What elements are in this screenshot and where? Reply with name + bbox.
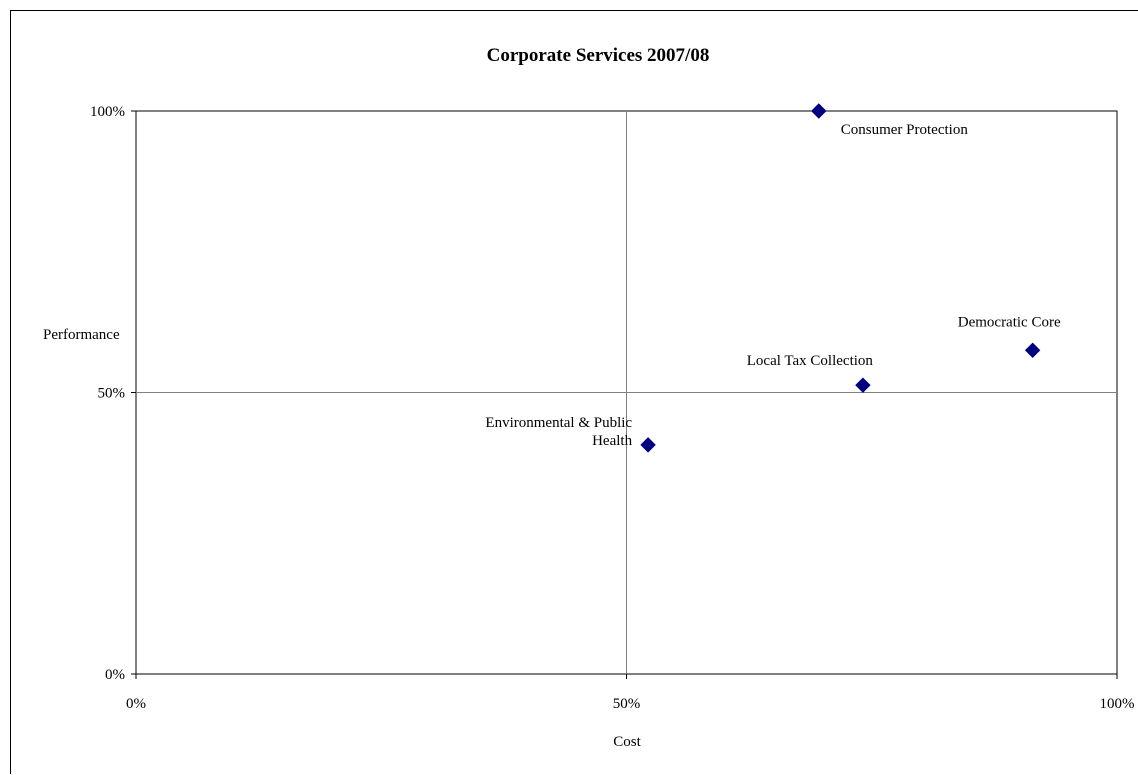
y-axis-title: Performance: [43, 327, 120, 343]
y-tick-label: 0%: [105, 667, 125, 683]
data-point-marker: [855, 377, 871, 393]
chart-title: Corporate Services 2007/08: [487, 45, 710, 66]
data-point-label: Environmental & Public Health: [485, 415, 632, 449]
data-point-marker: [640, 437, 656, 453]
x-axis-title: Cost: [613, 734, 641, 750]
data-point-label: Democratic Core: [958, 314, 1061, 330]
data-point-label: Consumer Protection: [841, 122, 969, 138]
x-tick-label: 50%: [613, 696, 641, 712]
x-tick-label: 0%: [126, 696, 146, 712]
scatter-chart: Corporate Services 2007/08 0% 50% 100% 0% 50…: [43, 45, 1135, 750]
data-point-label: Local Tax Collection: [747, 353, 874, 369]
chart-area: Corporate Services 2007/08 0% 50% 100% 0% 50…: [10, 10, 1138, 774]
data-point-marker: [811, 103, 827, 119]
data-point-marker: [1024, 342, 1041, 358]
y-tick-label: 100%: [90, 104, 125, 120]
x-tick-label: 100%: [1100, 696, 1135, 712]
y-tick-label: 50%: [98, 386, 126, 402]
